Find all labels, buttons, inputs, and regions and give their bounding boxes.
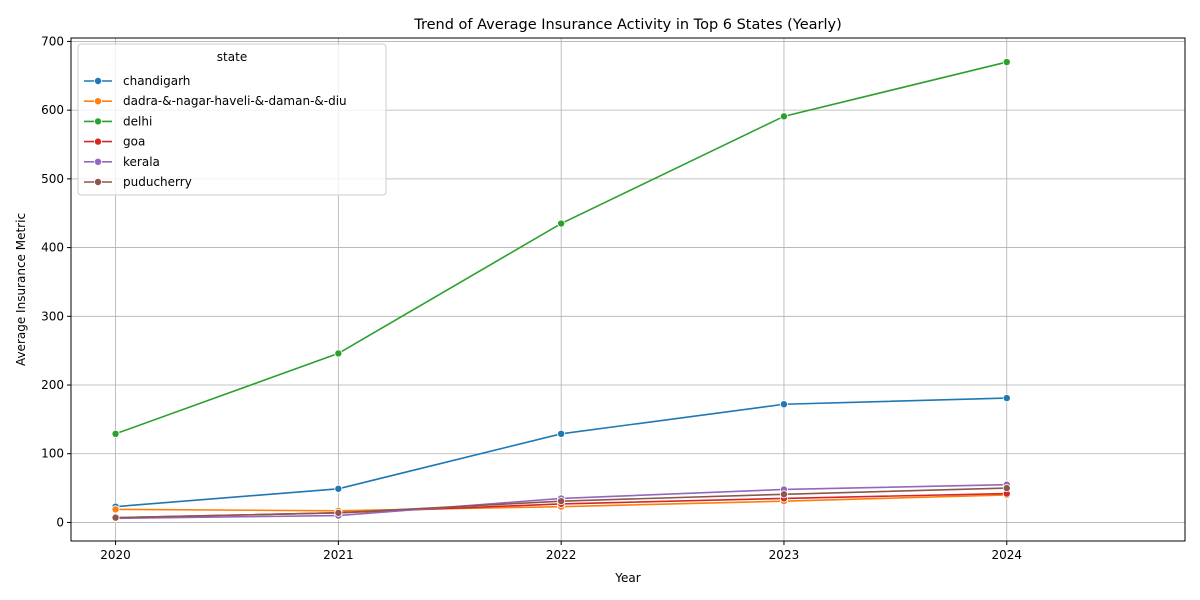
legend-item: puducherry [84,175,192,189]
series-puducherry [111,484,1011,522]
y-axis: 0 100 200 300 400 500 600 700 [41,34,71,529]
x-tick-label: 2023 [769,548,800,562]
y-tick-label: 500 [41,172,64,186]
legend-label: dadra-&-nagar-haveli-&-daman-&-diu [123,94,347,108]
data-point [779,112,788,121]
legend-label: goa [123,135,145,149]
legend: state chandigarh dadra-&-nagar-haveli-&-d… [77,43,387,196]
data-point [1002,484,1011,493]
data-point [557,429,566,438]
series-layer [111,58,1011,523]
data-point [111,429,120,438]
legend-label: delhi [123,114,152,128]
y-tick-label: 300 [41,309,64,323]
legend-item: delhi [84,114,152,128]
legend-swatch-marker [94,117,103,126]
series-delhi [111,58,1011,438]
legend-label: chandigarh [123,74,190,88]
legend-label: kerala [123,155,160,169]
data-point [1002,394,1011,403]
legend-swatch-marker [94,97,103,106]
data-point [557,219,566,228]
legend-item: dadra-&-nagar-haveli-&-daman-&-diu [84,94,347,108]
legend-item: chandigarh [84,74,190,88]
data-point [334,484,343,493]
series-chandigarh [111,394,1011,511]
data-point [334,508,343,517]
data-point [1002,58,1011,67]
data-point [779,400,788,409]
legend-swatch-marker [94,177,103,186]
data-point [779,490,788,499]
chart-title: Trend of Average Insurance Activity in T… [413,17,842,33]
legend-swatch-marker [94,157,103,166]
x-tick-label: 2020 [100,548,131,562]
y-axis-title: Average Insurance Metric [14,213,28,366]
legend-item: kerala [84,155,160,169]
legend-item: goa [84,135,145,149]
x-tick-label: 2021 [323,548,354,562]
y-tick-label: 700 [41,34,64,48]
x-tick-label: 2022 [546,548,577,562]
y-tick-label: 100 [41,447,64,461]
legend-items: chandigarh dadra-&-nagar-haveli-&-daman-&… [84,74,347,189]
legend-swatch-marker [94,137,103,146]
x-tick-label: 2024 [991,548,1022,562]
data-point [111,505,120,514]
data-point [111,513,120,522]
plot-frame [70,37,1186,542]
legend-title: state [217,50,247,64]
legend-label: puducherry [123,175,192,189]
x-axis-title: Year [614,571,640,585]
data-point [334,349,343,358]
legend-box [77,43,387,196]
legend-swatch-marker [94,77,103,86]
x-axis: 2020 2021 2022 2023 2024 [100,541,1022,562]
data-point [557,497,566,506]
y-tick-label: 600 [41,103,64,117]
y-tick-label: 200 [41,378,64,392]
y-tick-label: 400 [41,241,64,255]
y-tick-label: 0 [56,515,64,529]
